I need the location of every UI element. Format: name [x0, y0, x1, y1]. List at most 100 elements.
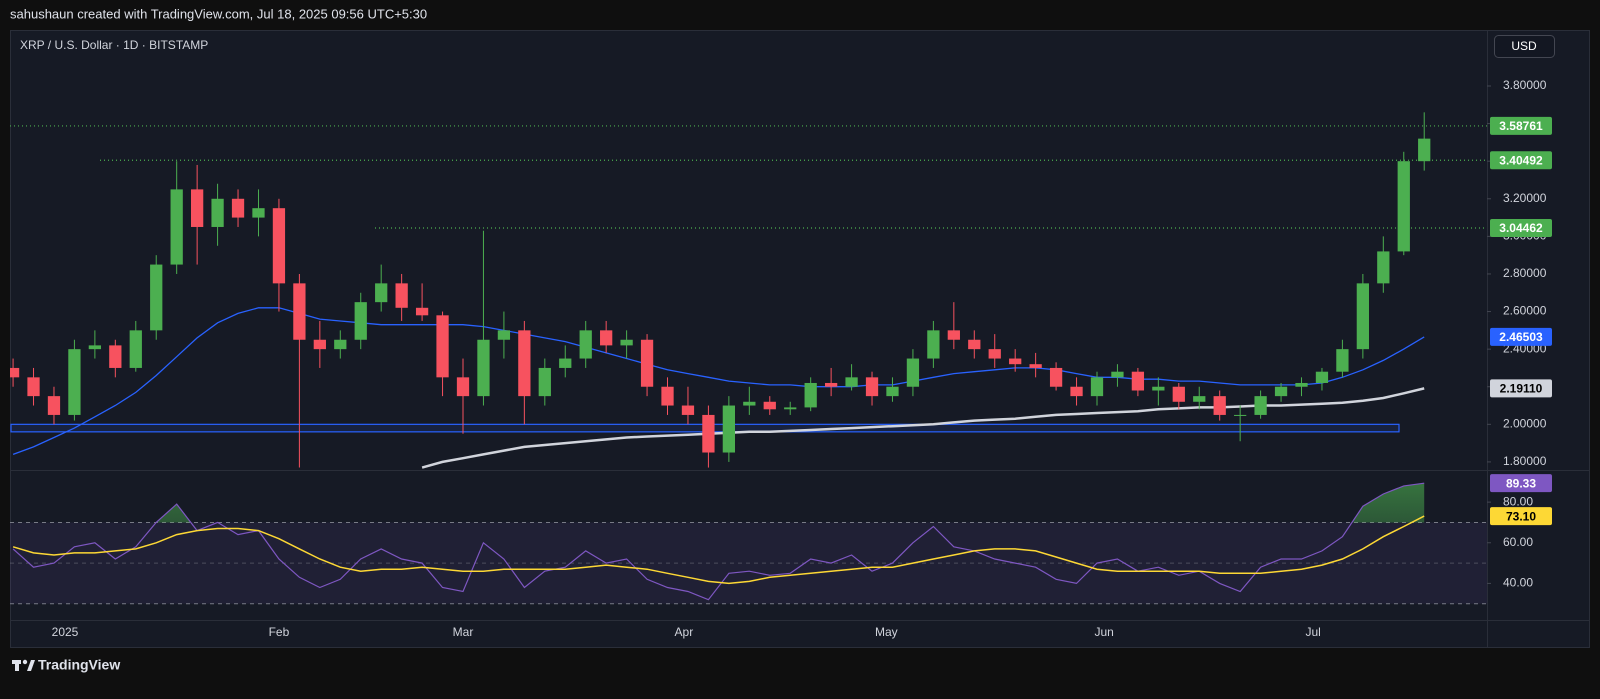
candle-body — [1049, 367, 1063, 387]
header-text: sahushaun created with TradingView.com, … — [10, 6, 427, 21]
candle-body — [1009, 358, 1022, 365]
x-tick-label: Apr — [675, 625, 694, 639]
candle-body — [1397, 161, 1410, 252]
candle-body — [1234, 414, 1247, 416]
y-tick-label: 1.80000 — [1503, 454, 1547, 468]
candle-body — [1131, 371, 1145, 391]
candle-body — [497, 330, 511, 340]
price-tag-label: 3.04462 — [1499, 221, 1543, 235]
candle-body — [1254, 396, 1267, 415]
candle-body — [579, 330, 592, 359]
candle-body — [538, 367, 551, 397]
symbol-title: XRP / U.S. Dollar · 1D · BITSTAMP — [20, 38, 208, 52]
y-tick-label: 3.20000 — [1503, 191, 1547, 205]
x-tick-label: Mar — [453, 625, 474, 639]
candle-body — [313, 339, 326, 350]
x-tick-label: May — [875, 625, 898, 639]
price-tag-label: 3.58761 — [1499, 119, 1543, 133]
y-tick-label: 2.00000 — [1503, 416, 1547, 430]
candle-body — [743, 401, 756, 406]
candle-body — [947, 330, 960, 340]
candle-body — [927, 330, 940, 359]
candle-body — [10, 367, 20, 378]
candle-body — [968, 339, 981, 350]
candle-body — [1213, 396, 1226, 415]
candle-body — [436, 315, 449, 378]
price-tag-label: 2.46503 — [1499, 330, 1543, 344]
candle-body — [190, 189, 204, 227]
currency-label[interactable]: USD — [1511, 39, 1537, 53]
candle-body — [231, 198, 245, 218]
chart-frame — [10, 30, 1590, 648]
y-tick-label: 80.00 — [1503, 494, 1533, 508]
candle-body — [293, 283, 306, 340]
candle-body — [763, 401, 776, 410]
candle-body — [1336, 349, 1349, 372]
candle-body — [988, 349, 1001, 359]
candle-body — [27, 377, 40, 397]
candle-body — [395, 283, 408, 308]
candle-body — [456, 377, 470, 397]
candle-body — [824, 382, 838, 387]
logo-text: TradingView — [38, 657, 120, 673]
price-tag — [1490, 151, 1552, 170]
candle-body — [1070, 386, 1083, 397]
price-tag-label: 73.10 — [1506, 509, 1536, 523]
candle-body — [865, 377, 879, 397]
price-tag — [1490, 474, 1552, 493]
candle-body — [906, 358, 920, 387]
candle-body — [640, 339, 654, 387]
y-tick-label: 3.80000 — [1503, 78, 1547, 92]
candle-body — [1111, 371, 1124, 378]
candle-body — [1029, 364, 1042, 368]
y-tick-label: 60.00 — [1503, 535, 1533, 549]
price-tag-label: 89.33 — [1506, 476, 1536, 490]
price-tag — [1490, 507, 1552, 526]
candle-body — [681, 405, 695, 415]
y-tick-label: 40.00 — [1503, 576, 1533, 590]
candle-body — [1152, 386, 1165, 391]
x-tick-label: 2025 — [52, 625, 79, 639]
y-tick-label: 2.80000 — [1503, 266, 1547, 280]
candle-body — [477, 339, 490, 397]
candle-body — [415, 307, 429, 316]
candle-body — [88, 345, 102, 350]
candle-body — [1274, 386, 1288, 397]
price-tag — [1490, 218, 1552, 237]
tradingview-logo — [12, 659, 35, 671]
candle-body — [1418, 138, 1431, 162]
candle-body — [1172, 386, 1185, 402]
candle-body — [845, 377, 858, 387]
candle-body — [620, 339, 633, 346]
price-tag — [1490, 327, 1552, 346]
currency-button[interactable] — [1494, 35, 1555, 58]
candle-body — [252, 208, 265, 218]
candle-body — [600, 330, 613, 346]
candle-body — [559, 358, 572, 368]
price-tag — [1490, 116, 1552, 135]
candle-body — [68, 349, 81, 415]
candle-body — [272, 208, 286, 284]
candle-body — [1295, 382, 1308, 387]
candle-body — [109, 345, 122, 368]
candle-body — [702, 414, 715, 453]
candle-body — [47, 396, 61, 415]
candle-body — [1377, 251, 1390, 284]
candle-body — [804, 382, 817, 408]
x-tick-label: Feb — [269, 625, 290, 639]
rsi-ma-line — [12, 515, 1425, 585]
price-tag-label: 2.19110 — [1500, 382, 1543, 396]
candle-body — [1315, 371, 1329, 383]
candle-body — [170, 189, 183, 265]
moving-average — [12, 307, 1425, 456]
candle-body — [129, 330, 142, 368]
candle-body — [375, 283, 388, 303]
price-tag-label: 3.40492 — [1499, 153, 1543, 167]
candle-body — [518, 330, 531, 397]
candle-body — [1090, 377, 1104, 397]
candle-body — [334, 339, 347, 350]
candle-body — [722, 405, 736, 453]
candle-body — [661, 386, 674, 406]
x-tick-label: Jul — [1305, 625, 1320, 639]
